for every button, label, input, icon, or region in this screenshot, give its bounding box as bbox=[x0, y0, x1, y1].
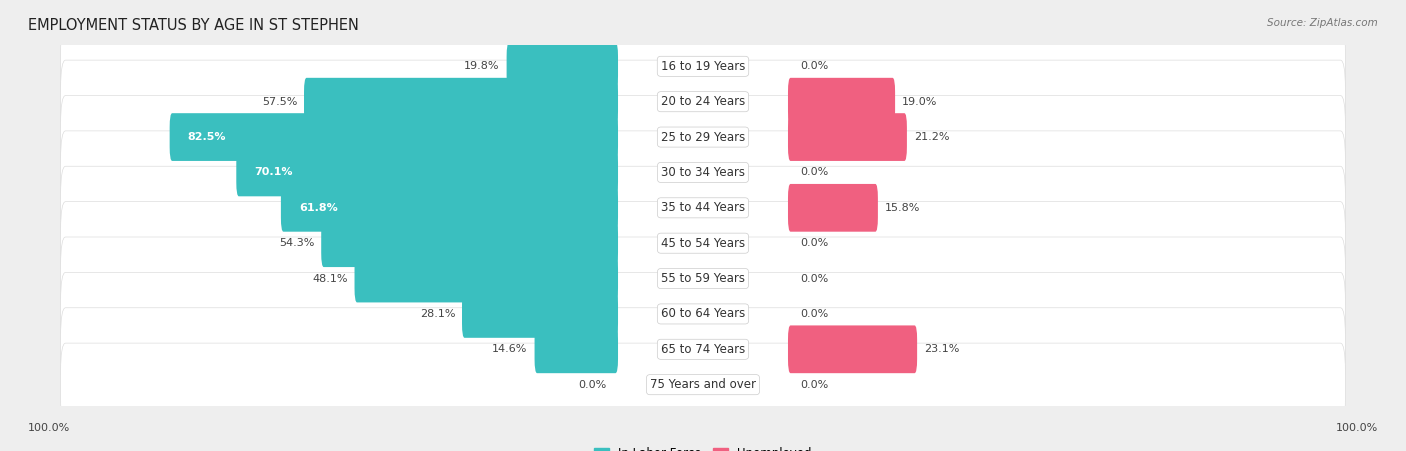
Text: 21.2%: 21.2% bbox=[914, 132, 949, 142]
Text: 82.5%: 82.5% bbox=[188, 132, 226, 142]
Text: 0.0%: 0.0% bbox=[800, 309, 828, 319]
FancyBboxPatch shape bbox=[170, 113, 619, 161]
FancyBboxPatch shape bbox=[787, 326, 917, 373]
Text: EMPLOYMENT STATUS BY AGE IN ST STEPHEN: EMPLOYMENT STATUS BY AGE IN ST STEPHEN bbox=[28, 18, 359, 33]
FancyBboxPatch shape bbox=[60, 131, 1346, 214]
FancyBboxPatch shape bbox=[60, 237, 1346, 320]
FancyBboxPatch shape bbox=[354, 255, 619, 303]
Text: 0.0%: 0.0% bbox=[800, 238, 828, 248]
Text: 45 to 54 Years: 45 to 54 Years bbox=[661, 237, 745, 250]
FancyBboxPatch shape bbox=[60, 60, 1346, 143]
FancyBboxPatch shape bbox=[281, 184, 619, 232]
FancyBboxPatch shape bbox=[60, 343, 1346, 426]
FancyBboxPatch shape bbox=[60, 272, 1346, 355]
FancyBboxPatch shape bbox=[321, 219, 619, 267]
FancyBboxPatch shape bbox=[787, 184, 877, 232]
Text: 0.0%: 0.0% bbox=[578, 380, 606, 390]
FancyBboxPatch shape bbox=[463, 290, 619, 338]
Text: 35 to 44 Years: 35 to 44 Years bbox=[661, 201, 745, 214]
Text: 100.0%: 100.0% bbox=[1336, 423, 1378, 433]
FancyBboxPatch shape bbox=[787, 78, 896, 125]
FancyBboxPatch shape bbox=[506, 42, 619, 90]
Text: 20 to 24 Years: 20 to 24 Years bbox=[661, 95, 745, 108]
Text: 0.0%: 0.0% bbox=[800, 274, 828, 284]
Text: 28.1%: 28.1% bbox=[419, 309, 456, 319]
Text: 55 to 59 Years: 55 to 59 Years bbox=[661, 272, 745, 285]
Text: 15.8%: 15.8% bbox=[884, 203, 920, 213]
Text: Source: ZipAtlas.com: Source: ZipAtlas.com bbox=[1267, 18, 1378, 28]
Text: 57.5%: 57.5% bbox=[262, 97, 297, 107]
Text: 19.8%: 19.8% bbox=[464, 61, 499, 71]
FancyBboxPatch shape bbox=[60, 25, 1346, 108]
FancyBboxPatch shape bbox=[534, 326, 619, 373]
Text: 0.0%: 0.0% bbox=[800, 61, 828, 71]
FancyBboxPatch shape bbox=[60, 202, 1346, 285]
Text: 65 to 74 Years: 65 to 74 Years bbox=[661, 343, 745, 356]
Text: 25 to 29 Years: 25 to 29 Years bbox=[661, 131, 745, 143]
FancyBboxPatch shape bbox=[60, 96, 1346, 179]
FancyBboxPatch shape bbox=[304, 78, 619, 125]
Legend: In Labor Force, Unemployed: In Labor Force, Unemployed bbox=[589, 442, 817, 451]
Text: 16 to 19 Years: 16 to 19 Years bbox=[661, 60, 745, 73]
Text: 48.1%: 48.1% bbox=[312, 274, 347, 284]
Text: 19.0%: 19.0% bbox=[903, 97, 938, 107]
Text: 75 Years and over: 75 Years and over bbox=[650, 378, 756, 391]
FancyBboxPatch shape bbox=[236, 148, 619, 196]
Text: 61.8%: 61.8% bbox=[299, 203, 337, 213]
Text: 60 to 64 Years: 60 to 64 Years bbox=[661, 308, 745, 320]
FancyBboxPatch shape bbox=[60, 308, 1346, 391]
FancyBboxPatch shape bbox=[787, 113, 907, 161]
Text: 30 to 34 Years: 30 to 34 Years bbox=[661, 166, 745, 179]
Text: 0.0%: 0.0% bbox=[800, 167, 828, 177]
Text: 70.1%: 70.1% bbox=[254, 167, 292, 177]
Text: 0.0%: 0.0% bbox=[800, 380, 828, 390]
FancyBboxPatch shape bbox=[60, 166, 1346, 249]
Text: 23.1%: 23.1% bbox=[924, 344, 959, 354]
Text: 100.0%: 100.0% bbox=[28, 423, 70, 433]
Text: 54.3%: 54.3% bbox=[278, 238, 315, 248]
Text: 14.6%: 14.6% bbox=[492, 344, 527, 354]
